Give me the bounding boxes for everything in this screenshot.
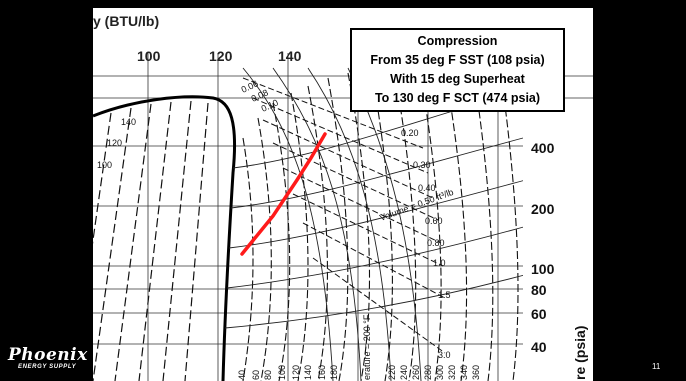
phoenix-logo: Phoenix ENERGY SUPPLY	[8, 347, 93, 375]
temp-curve-label: 240	[399, 365, 409, 380]
temp-curve-label: 260	[411, 365, 421, 380]
ph-diagram-svg: y (BTU/lb) 100 120 140 140 120 100 0.06 …	[93, 8, 593, 381]
left-label-100: 100	[97, 160, 112, 170]
volume-label-10: 1.0	[433, 258, 446, 268]
volume-label-30: 3.0	[438, 350, 451, 360]
left-label-120: 120	[107, 138, 122, 148]
callout-line-3: To 130 deg F SCT (474 psia)	[374, 91, 541, 105]
temp-curve-label: 280	[423, 365, 433, 380]
volume-label-15: 1.5	[438, 290, 451, 300]
volume-label-060: 0.60	[425, 216, 443, 226]
right-axis-title: re (psia)	[572, 326, 588, 380]
temp-curve-label: 340	[459, 365, 469, 380]
compression-process-line	[240, 132, 327, 256]
top-tick-100: 100	[137, 48, 161, 64]
logo-brand: Phoenix	[8, 345, 88, 365]
saturation-dome	[93, 95, 237, 381]
logo-subtitle: ENERGY SUPPLY	[18, 364, 77, 370]
temp-curve-label: 220	[387, 365, 397, 380]
callout-title: Compression	[417, 34, 498, 48]
top-axis-title: y (BTU/lb)	[93, 13, 159, 29]
temp-curve-label: 60	[251, 370, 261, 380]
quality-label-010: 0.10	[260, 97, 280, 113]
right-tick-400: 400	[531, 140, 555, 156]
temp-curve-labels: 40 60 80 100 120 140 160 180 220 240 260 280 300 320 3…	[237, 365, 481, 380]
temp-curve-label: 360	[471, 365, 481, 380]
quality-lines	[93, 100, 209, 381]
compression-callout: Compression From 35 deg F SST (108 psia)…	[350, 28, 565, 112]
temp-curve-label: 320	[447, 365, 457, 380]
temp-curve-label: 80	[263, 370, 273, 380]
volume-lines	[242, 77, 446, 354]
temp-curve-label: 40	[237, 370, 247, 380]
page-number: 11	[652, 362, 661, 371]
volume-label-040: 0.40	[418, 183, 436, 193]
temp-curve-label: 180	[329, 365, 339, 380]
temp-curve-label: 100	[277, 365, 287, 380]
left-label-140: 140	[121, 117, 136, 127]
volume-label-030: 0.30	[413, 160, 431, 170]
right-tick-200: 200	[531, 201, 555, 217]
callout-line-2: With 15 deg Superheat	[390, 72, 525, 86]
temp-curve-label: 140	[303, 365, 313, 380]
volume-label-080: 0.80	[427, 238, 445, 248]
temp-curve-label: 300	[435, 365, 445, 380]
callout-line-1: From 35 deg F SST (108 psia)	[370, 53, 545, 67]
right-tick-40: 40	[531, 339, 547, 355]
right-tick-100: 100	[531, 261, 555, 277]
right-tick-80: 80	[531, 282, 547, 298]
top-tick-120: 120	[209, 48, 233, 64]
temp-curve-label: 120	[291, 365, 301, 380]
top-tick-140: 140	[278, 48, 302, 64]
volume-label-020: 0.20	[401, 128, 419, 138]
temp-curve-label: 160	[317, 365, 327, 380]
temperature-label: erature = 200 °F	[362, 314, 372, 380]
temperature-curves	[224, 67, 544, 381]
right-tick-60: 60	[531, 306, 547, 322]
